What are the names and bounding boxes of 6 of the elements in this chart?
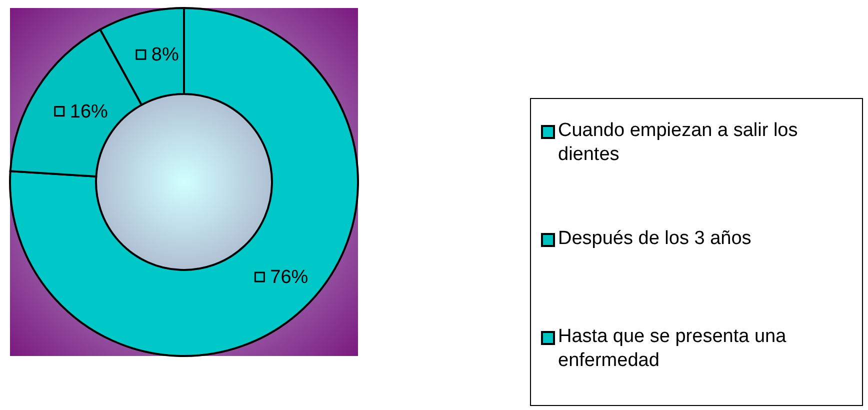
data-label: 16% bbox=[70, 101, 108, 122]
legend-label: Cuando empiezan a salir los dientes bbox=[558, 119, 799, 167]
data-label: 76% bbox=[270, 266, 308, 288]
data-label: 8% bbox=[151, 44, 179, 66]
legend-label: Hasta que se presenta una enfermedad bbox=[558, 325, 788, 373]
legend-label: Después de los 3 años bbox=[558, 227, 752, 251]
